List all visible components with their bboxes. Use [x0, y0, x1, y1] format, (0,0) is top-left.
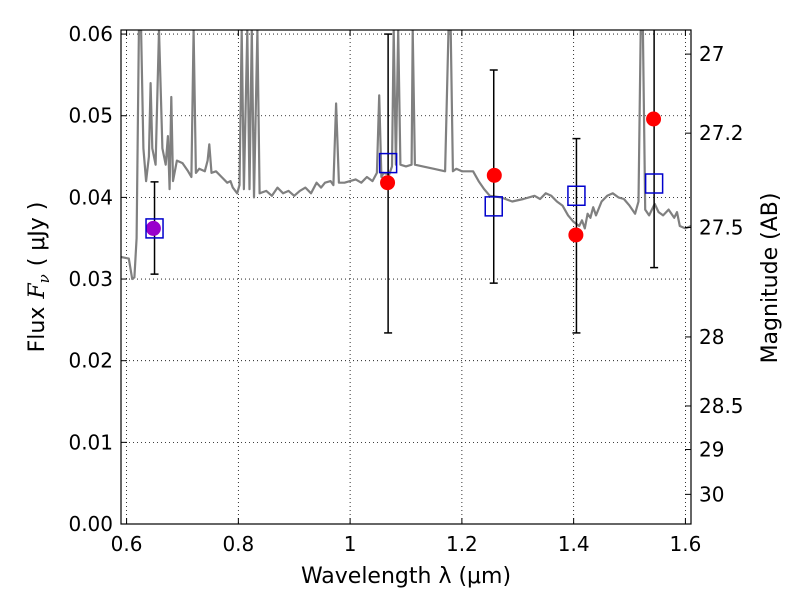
model-band-square	[378, 152, 398, 174]
observed-point	[486, 167, 502, 183]
y-axis-label-subscript: ν	[35, 274, 53, 283]
x-tick-label: 1	[344, 532, 357, 556]
y2-axis-label: Magnitude (AB)	[758, 193, 783, 364]
y2-tick-label: 28.5	[699, 394, 744, 418]
y2-tick-label: 27.2	[699, 121, 744, 145]
y-axis-label: Flux Fν ( μJy )	[25, 202, 53, 353]
model-band-square	[644, 173, 664, 194]
y-axis-label-prefix: Flux	[25, 307, 50, 353]
y-tick-label: 0.03	[68, 267, 113, 291]
observed-point	[145, 220, 161, 236]
observed-point	[646, 111, 662, 127]
y-tick-label: 0.05	[68, 104, 113, 128]
x-tick-label: 0.8	[222, 532, 254, 556]
y2-tick-label: 27	[699, 42, 724, 66]
y-axis-ticks: 0.00 0.01 0.02 0.03 0.04 0.05 0.06	[68, 22, 127, 536]
data-markers	[145, 111, 664, 243]
y-axis-label-symbol: F	[25, 283, 50, 300]
model-band-square	[484, 196, 503, 217]
x-tick-label: 1.4	[558, 532, 590, 556]
y-tick-label: 0.04	[68, 185, 113, 209]
model-band-square	[567, 185, 586, 207]
y2-tick-label: 28	[699, 325, 724, 349]
y-tick-label: 0.06	[68, 22, 113, 46]
y2-tick-label: 30	[699, 482, 724, 506]
x-tick-label: 1.6	[670, 532, 702, 556]
y-tick-label: 0.01	[68, 430, 113, 454]
x-tick-label: 1.2	[446, 532, 478, 556]
model-spectrum-line	[121, 30, 691, 281]
x-tick-label: 0.6	[111, 532, 143, 556]
model-band-square	[145, 218, 164, 239]
model-spectrum-layer	[121, 30, 691, 281]
observed-point	[568, 227, 584, 243]
x-axis-label: Wavelength λ (μm)	[301, 564, 511, 589]
y-tick-label: 0.02	[68, 349, 113, 373]
y-axis-label-unit: ( μJy )	[25, 202, 50, 267]
y2-axis-ticks: 27 27.2 27.5 28 28.5 29 30	[685, 42, 744, 506]
observed-point	[380, 175, 396, 191]
plot-area	[121, 30, 691, 524]
y2-tick-label: 27.5	[699, 216, 744, 240]
y2-tick-label: 29	[699, 438, 724, 462]
y-tick-label: 0.00	[68, 512, 113, 536]
plot-frame	[120, 29, 692, 525]
x-axis-ticks: 0.6 0.8 1 1.2 1.4 1.6	[111, 30, 702, 556]
